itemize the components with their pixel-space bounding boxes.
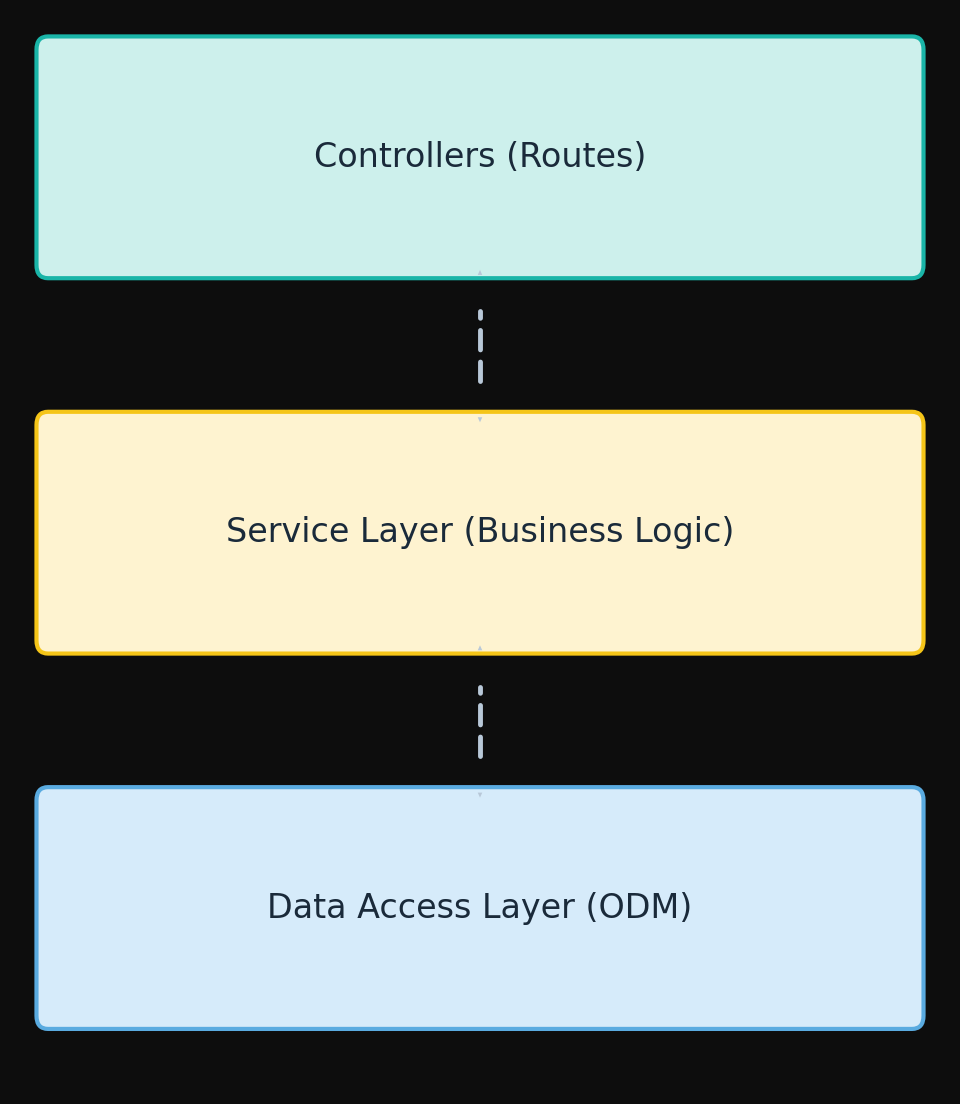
- Text: Service Layer (Business Logic): Service Layer (Business Logic): [226, 517, 734, 549]
- Text: Data Access Layer (ODM): Data Access Layer (ODM): [268, 892, 692, 924]
- FancyBboxPatch shape: [36, 787, 924, 1029]
- Text: Controllers (Routes): Controllers (Routes): [314, 141, 646, 173]
- FancyBboxPatch shape: [36, 36, 924, 278]
- FancyBboxPatch shape: [36, 412, 924, 654]
